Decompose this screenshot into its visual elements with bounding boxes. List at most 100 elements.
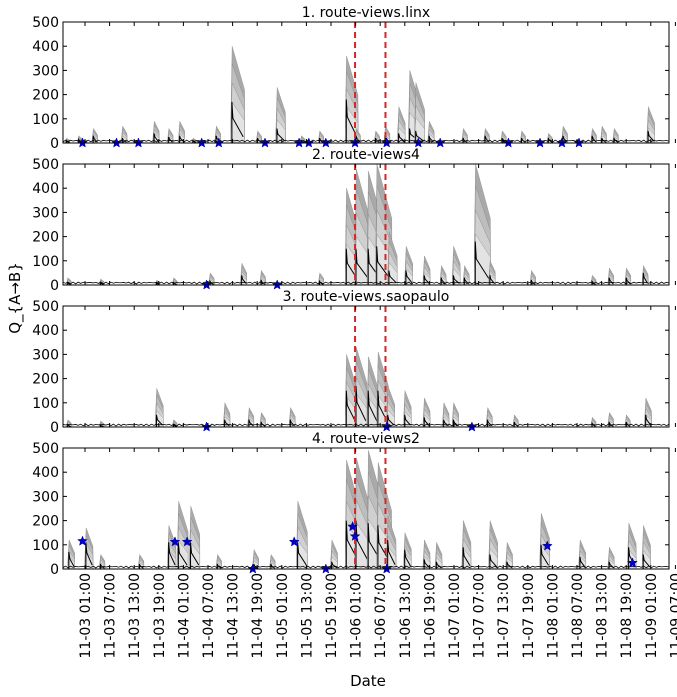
median-line-p2-13 [405, 270, 413, 285]
median-line-p2-8 [345, 248, 359, 285]
median-line-p2-24 [642, 272, 648, 285]
median-line-p3-13 [404, 414, 411, 427]
panel-title-2: 2. route-views4 [312, 147, 420, 163]
star-marker-p4-3 [288, 536, 300, 547]
median-line-p1-9 [231, 101, 244, 143]
median-line-p2-18 [474, 241, 490, 285]
median-line-p1-26 [547, 137, 553, 143]
median-line-p1-31 [647, 130, 655, 143]
median-line-p4-6 [190, 542, 200, 569]
median-line-p3-22 [645, 414, 652, 427]
panel-4: 4. route-views2 0 100 200 300 400 500 [32, 431, 676, 578]
y-tick-label-p1-4: 400 [32, 39, 59, 55]
median-line-p4-10 [297, 542, 307, 569]
median-line-p2-10 [367, 248, 382, 285]
x-tick-label-16: 11-07 07:00 [472, 573, 488, 658]
x-axis-label: Date [350, 672, 386, 690]
median-line-p2-0 [67, 281, 72, 286]
y-tick-label-p2-0: 0 [50, 278, 59, 294]
median-line-p1-30 [613, 137, 619, 143]
y-tick-label-p4-1: 100 [32, 538, 59, 554]
y-tick-label-p2-2: 200 [32, 230, 59, 246]
median-line-p4-14 [367, 522, 382, 569]
median-line-p4-20 [462, 547, 471, 569]
y-tick-label-p4-5: 500 [32, 441, 59, 457]
chart-panels: 1. route-views.linx 0 100 200 300 400 500 2. ro… [32, 5, 677, 658]
y-tick-label-p3-3: 300 [32, 347, 59, 363]
y-tick-label-p1-5: 500 [32, 15, 59, 31]
median-line-p4-12 [345, 520, 360, 569]
median-line-p1-11 [276, 128, 285, 143]
median-line-p1-4 [153, 133, 159, 143]
x-tick-label-14: 11-06 19:00 [422, 573, 438, 658]
median-line-p3-4 [224, 419, 230, 427]
median-line-p1-20 [415, 130, 424, 143]
median-line-p4-0 [68, 551, 75, 569]
median-line-p2-16 [452, 275, 460, 285]
median-line-p3-14 [423, 417, 430, 427]
median-line-p4-18 [423, 559, 430, 569]
median-line-p3-1 [99, 424, 104, 428]
median-line-p3-2 [155, 414, 163, 427]
star-marker-p4-8 [541, 540, 553, 551]
x-tick-label-20: 11-08 07:00 [570, 573, 586, 658]
x-tick-label-21: 11-08 13:00 [595, 573, 611, 658]
x-tick-label-23: 11-09 01:00 [644, 573, 660, 658]
panel-frame-1 [62, 21, 670, 144]
median-line-p2-14 [423, 275, 430, 285]
median-line-p3-12 [387, 414, 395, 427]
median-line-p3-7 [289, 419, 295, 427]
median-line-p4-25 [608, 561, 614, 569]
y-tick-label-p4-4: 400 [32, 465, 59, 481]
y-axis-label-text: Q_{A→B} [6, 262, 25, 334]
median-line-p4-2 [99, 563, 105, 569]
panel-title-1: 1. route-views.linx [302, 5, 430, 21]
median-line-p3-8 [345, 390, 356, 427]
median-line-p4-13 [355, 520, 370, 569]
median-line-p2-11 [376, 246, 391, 285]
x-tick-label-0: 11-03 01:00 [78, 573, 94, 658]
median-line-p4-17 [404, 549, 411, 569]
baseline-line-p4 [62, 565, 670, 569]
x-tick-label-5: 11-04 07:00 [201, 573, 217, 658]
star-marker-p4-1 [169, 536, 181, 547]
median-line-p3-15 [443, 419, 449, 427]
y-tick-label-p2-4: 400 [32, 181, 59, 197]
x-tick-label-10: 11-05 19:00 [324, 573, 340, 658]
median-line-p2-12 [388, 270, 397, 285]
x-tick-label-7: 11-04 19:00 [250, 573, 266, 658]
y-tick-label-p3-5: 500 [32, 299, 59, 315]
x-tick-label-6: 11-04 13:00 [226, 573, 242, 658]
y-tick-label-p2-3: 300 [32, 205, 59, 221]
star-marker-p4-9 [627, 557, 638, 568]
y-tick-label-p1-3: 300 [32, 63, 59, 79]
x-tick-label-17: 11-07 13:00 [496, 573, 512, 658]
median-line-p4-24 [579, 556, 586, 569]
panel-title-3: 3. route-views.saopaulo [283, 289, 450, 305]
x-tick-label-18: 11-07 19:00 [521, 573, 537, 658]
x-tick-label-15: 11-07 01:00 [447, 573, 463, 658]
star-marker-p4-2 [181, 536, 193, 547]
x-tick-label-24: 11-09 07:00 [668, 573, 677, 658]
median-line-p1-2 [92, 135, 98, 143]
baseline-line-p3 [62, 423, 670, 427]
median-line-p2-19 [489, 275, 495, 285]
y-tick-label-p3-1: 100 [32, 396, 59, 412]
y-tick-label-p2-5: 500 [32, 157, 59, 173]
baseline-line-p1 [62, 139, 670, 143]
y-tick-label-p3-0: 0 [50, 420, 59, 436]
median-line-p2-17 [463, 277, 469, 285]
median-line-p3-16 [452, 419, 459, 427]
x-tick-label-4: 11-04 01:00 [176, 573, 192, 658]
panel-3: 3. route-views.saopaulo 0 100 200 300 400 500 [32, 289, 676, 436]
x-tick-label-19: 11-08 01:00 [545, 573, 561, 658]
median-line-p3-10 [367, 390, 378, 427]
median-line-p3-3 [172, 423, 177, 428]
median-line-p2-5 [241, 275, 247, 285]
y-tick-label-p3-2: 200 [32, 372, 59, 388]
x-tick-label-2: 11-03 13:00 [127, 573, 143, 658]
y-tick-label-p4-3: 300 [32, 489, 59, 505]
x-tick-label-12: 11-06 07:00 [373, 573, 389, 658]
star-marker-p4-6 [349, 530, 361, 541]
median-line-p3-0 [67, 423, 72, 428]
